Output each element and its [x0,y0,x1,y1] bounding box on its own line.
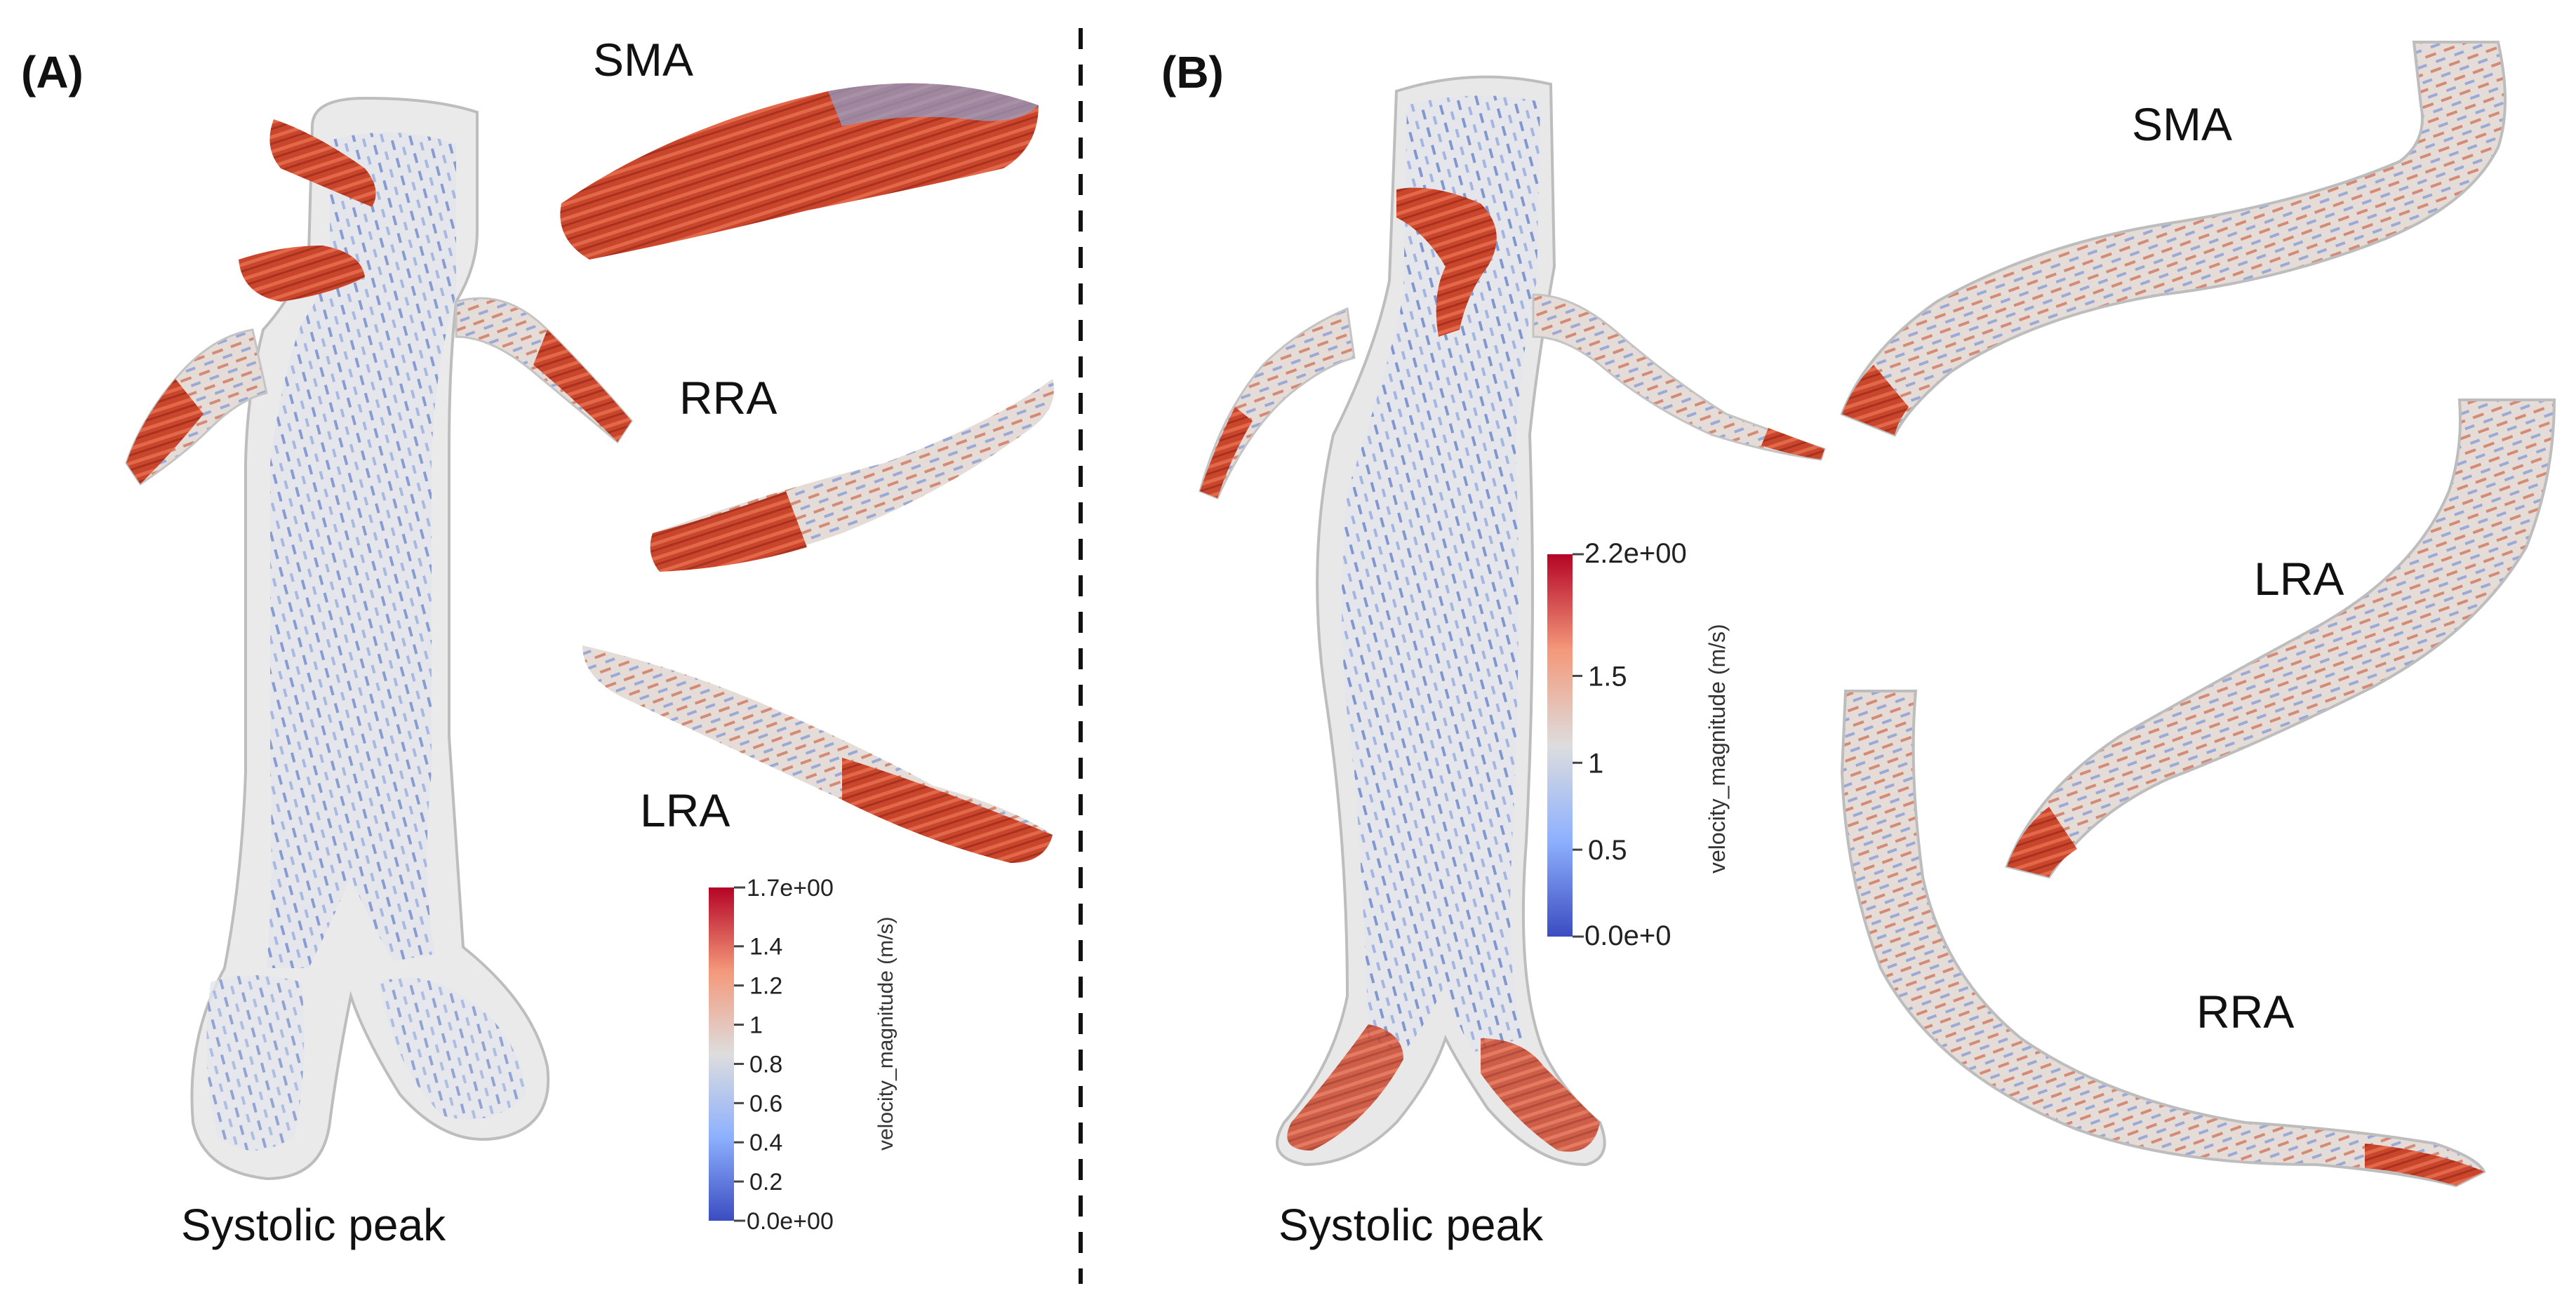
panel-b-colorbar: 2.2e+00 0.0e+0 1.5 1 0.5 velocity_magnitud… [1547,538,1730,951]
aorta-a-sma-upper [269,119,376,207]
panel-b-colorbar-ticks: 1.5 1 0.5 [1573,661,1627,866]
panel-b-lra-label: LRA [2254,553,2344,605]
aorta-a-flow-field [267,132,456,969]
panel-b-tag: (B) [1161,47,1224,98]
panel-b-sma-label: SMA [2132,98,2232,150]
aorta-b-branch-left-tip [1200,407,1253,498]
panel-a-sma-detail [560,83,1039,260]
aorta-model-a [125,96,633,1181]
panel-b-colorbar-min-label: 0.0e+0 [1584,920,1671,951]
panel-a: (A) SMA RRA LRA 1.7e+00 [21,34,1054,1250]
colorbar-tick-label: 0.8 [749,1051,782,1078]
panel-a-colorbar-scale [709,887,734,1221]
colorbar-tick-label: 1 [749,1012,763,1038]
aorta-a-iliac-left [206,975,305,1151]
colorbar-tick-label: 1.5 [1588,661,1627,692]
panel-b-lra-detail [2005,398,2556,879]
panel-a-caption: Systolic peak [181,1200,446,1250]
panel-a-rra-detail-tip [650,491,807,572]
panel-a-colorbar-min-label: 0.0e+00 [747,1208,834,1235]
panel-a-sma-detail-edge [828,83,1039,126]
panel-a-lra-detail-tip [842,758,1053,863]
panel-b-lra-detail-tip [2007,807,2077,877]
panel-a-colorbar: 1.7e+00 0.0e+00 1.4 1.2 1 0.8 0.6 0.4 0.2 velo… [709,875,897,1235]
panel-b-colorbar-title: velocity_magnitude (m/s) [1704,624,1730,873]
panel-b-rra-detail-tip [2365,1144,2484,1186]
aorta-b-iliac-left [1287,1024,1403,1151]
panel-b-sma-detail [1840,41,2507,437]
panel-b-colorbar-max-label: 2.2e+00 [1584,538,1687,569]
panel-b: (B) 2.2e+00 0.0e+0 1.5 1 0.5 velocity_magn… [1161,41,2556,1250]
colorbar-tick-label: 0.5 [1588,835,1627,866]
colorbar-tick-label: 0.6 [749,1090,782,1117]
aorta-b-sma [1396,187,1497,337]
panel-b-colorbar-scale [1547,554,1573,937]
colorbar-tick-label: 1.2 [749,973,782,1000]
panel-b-caption: Systolic peak [1279,1200,1544,1250]
colorbar-tick-label: 0.2 [749,1169,782,1195]
panel-a-sma-label: SMA [593,34,693,86]
aorta-model-b [1199,75,1826,1167]
panel-a-lra-label: LRA [640,784,730,836]
aorta-b-flow-field [1342,95,1540,1053]
colorbar-tick-label: 0.4 [749,1130,782,1156]
panel-a-colorbar-ticks: 1.4 1.2 1 0.8 0.6 0.4 0.2 [734,934,782,1195]
panel-b-rra-label: RRA [2196,986,2294,1038]
colorbar-tick-label: 1.4 [749,934,782,960]
aorta-a-branch-right-tip [533,330,632,442]
panel-a-tag: (A) [21,47,84,98]
panel-a-colorbar-max-label: 1.7e+00 [747,875,834,902]
aorta-b-branch-left [1199,307,1356,500]
aorta-b-branch-right-tip [1761,428,1824,460]
colorbar-tick-label: 1 [1588,748,1603,779]
aorta-b-iliac-right [1481,1038,1600,1152]
panel-a-rra-label: RRA [679,372,777,424]
aorta-a-sma-lower [239,246,365,302]
panel-b-sma-detail-tip [1842,365,1909,435]
panel-a-colorbar-title: velocity_magnitude (m/s) [874,917,897,1151]
panel-b-rra-detail [1840,690,2486,1188]
aorta-a-iliac-right [379,977,526,1120]
aorta-a-branch-left-tip [126,379,203,484]
